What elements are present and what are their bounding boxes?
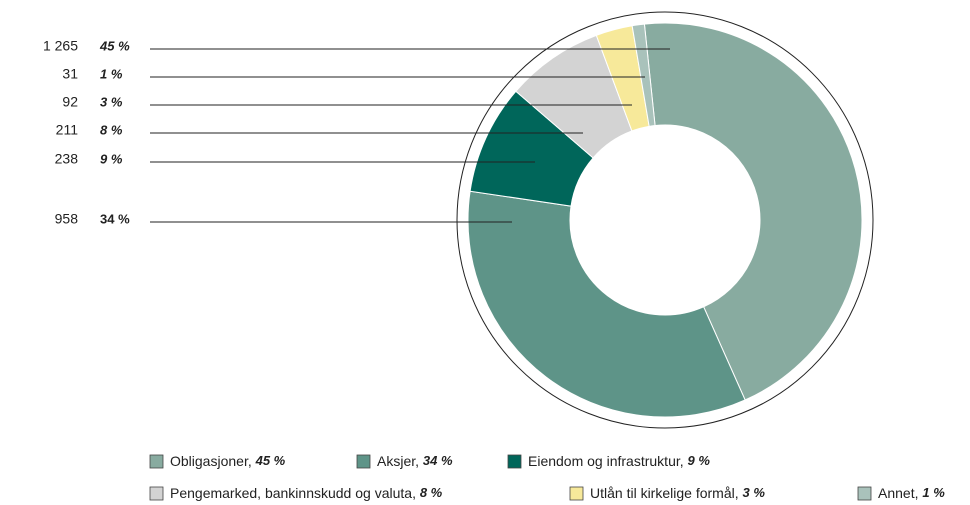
percent-label: 3 %: [100, 94, 123, 109]
legend-name: Aksjer: [377, 453, 416, 469]
legend-swatch: [569, 486, 584, 501]
percent-label: 9 %: [100, 151, 123, 166]
amount-label: 92: [62, 94, 78, 110]
legend-percent: 3 %: [743, 485, 766, 500]
legend-name: Annet: [878, 485, 915, 501]
amount-label: 31: [62, 66, 78, 82]
legend-swatch: [356, 454, 371, 469]
legend-sep: ,: [412, 485, 420, 501]
legend-entry: Aksjer, 34 %: [377, 453, 453, 469]
legend-swatch: [149, 454, 164, 469]
legend-name: Eiendom og infrastruktur: [528, 453, 681, 469]
amount-label: 238: [55, 151, 79, 167]
legend-name: Utlån til kirkelige formål: [590, 485, 735, 501]
legend-percent: 8 %: [420, 485, 443, 500]
amount-label: 211: [56, 122, 79, 138]
percent-label: 45 %: [99, 38, 130, 53]
legend-sep: ,: [735, 485, 743, 501]
amount-label: 958: [55, 211, 79, 227]
legend-sep: ,: [415, 453, 423, 469]
legend-percent: 45 %: [255, 453, 286, 468]
percent-label: 34 %: [100, 211, 130, 226]
legend-sep: ,: [248, 453, 256, 469]
outer-ring: [456, 11, 874, 429]
percent-label: 8 %: [100, 122, 123, 137]
legend-percent: 9 %: [688, 453, 711, 468]
legend-entry: Eiendom og infrastruktur, 9 %: [528, 453, 710, 469]
legend-sep: ,: [680, 453, 688, 469]
legend-entry: Utlån til kirkelige formål, 3 %: [590, 485, 765, 501]
legend-entry: Pengemarked, bankinnskudd og valuta, 8 %: [170, 485, 443, 501]
legend-entry: Obligasjoner, 45 %: [170, 453, 286, 469]
legend-percent: 34 %: [423, 453, 453, 468]
percent-label: 1 %: [100, 66, 123, 81]
amount-label: 1 265: [43, 38, 78, 54]
legend-swatch: [857, 486, 872, 501]
donut-slice: [467, 190, 746, 418]
legend-swatch: [507, 454, 522, 469]
legend-name: Obligasjoner: [170, 453, 249, 469]
legend-percent: 1 %: [922, 485, 945, 500]
donut-slice: [631, 23, 656, 127]
legend-entry: Annet, 1 %: [878, 485, 945, 501]
legend-swatch: [149, 486, 164, 501]
legend-name: Pengemarked, bankinnskudd og valuta: [170, 485, 412, 501]
donut-slice: [643, 22, 863, 401]
legend-sep: ,: [915, 485, 923, 501]
